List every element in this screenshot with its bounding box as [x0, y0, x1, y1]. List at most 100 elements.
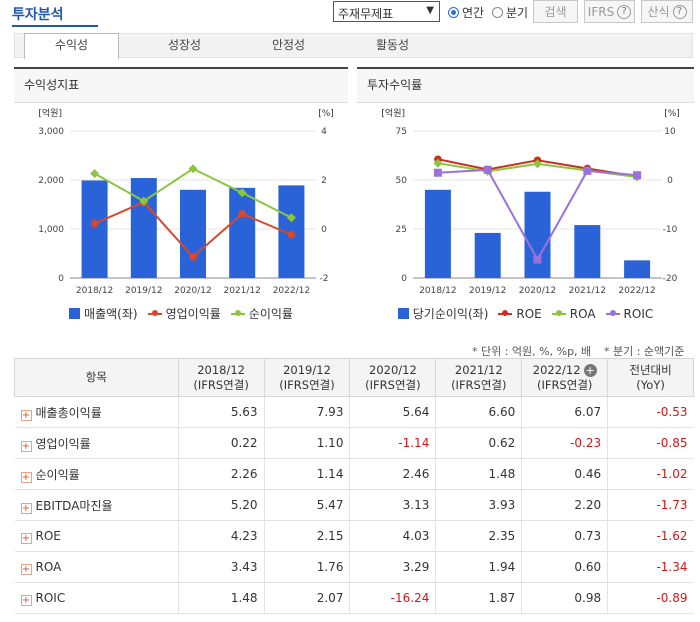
row-label[interactable]: + 매출총이익률 — [14, 396, 179, 428]
ifrs-help-button[interactable]: IFRS? — [584, 0, 635, 23]
row-label[interactable]: + ROE — [14, 520, 179, 552]
radio-quarter[interactable]: 분기 — [492, 4, 528, 21]
legend-item[interactable]: 영업이익률 — [147, 305, 221, 322]
x-tick-label: 2019/12 — [125, 286, 162, 296]
expand-icon[interactable]: + — [20, 532, 32, 544]
legend-swatch — [230, 308, 245, 319]
radio-annual-label: 연간 — [462, 6, 485, 20]
point-순이익률-2021/12[interactable] — [237, 188, 247, 198]
table-cell: -1.34 — [607, 551, 694, 583]
chart-legend: 당기순이익(좌) ROE ROA ROIC — [357, 305, 694, 322]
statement-type-select[interactable]: 주재무제표 ▼ — [333, 1, 440, 22]
left-axis-unit: [억원] — [381, 107, 405, 119]
table-cell: -1.14 — [349, 427, 437, 459]
bar-2022/12[interactable] — [624, 260, 651, 278]
legend-item[interactable]: ROE — [498, 305, 542, 322]
legend-label: 순이익률 — [248, 307, 293, 321]
left-axis-unit: [억원] — [38, 107, 62, 119]
bar-2020/12[interactable] — [180, 189, 206, 278]
point-순이익률-2022/12[interactable] — [286, 213, 296, 223]
legend-swatch — [397, 308, 409, 319]
formula-label: 산식 — [647, 5, 670, 19]
select-value: 주재무제표 — [338, 7, 394, 21]
table-cell: -0.89 — [607, 582, 694, 614]
legend-item[interactable]: ROIC — [605, 305, 653, 322]
legend-item[interactable]: 당기순이익(좌) — [397, 305, 488, 322]
point-ROIC-2018/12[interactable] — [433, 168, 442, 177]
table-cell: 3.93 — [435, 489, 523, 521]
legend-item[interactable]: ROA — [551, 305, 596, 322]
row-label[interactable]: + 순이익률 — [14, 458, 179, 490]
point-ROIC-2022/12[interactable] — [633, 171, 642, 180]
tab-growth[interactable]: 성장성 — [167, 38, 202, 52]
header-period: 2022/12 + (IFRS연결) — [521, 358, 609, 397]
profitability-table: 항목 2018/12 (IFRS연결) 2019/12 (IFRS연결) 2020/12(… — [14, 358, 694, 614]
radio-annual[interactable]: 연간 — [448, 4, 484, 21]
table-cell: 1.87 — [435, 582, 523, 614]
left-tick-label: 2,000 — [38, 176, 64, 186]
row-label[interactable]: + ROIC — [14, 582, 179, 614]
table-cell: 2.46 — [349, 458, 437, 490]
expand-icon[interactable]: + — [20, 502, 32, 514]
bar-2019/12[interactable] — [130, 178, 157, 278]
tab-stability[interactable]: 안정성 — [271, 38, 306, 52]
point-ROIC-2019/12[interactable] — [483, 165, 492, 174]
bar-2018/12[interactable] — [81, 180, 108, 278]
table-cell: 1.48 — [178, 582, 265, 614]
add-column-icon[interactable]: + — [583, 363, 597, 377]
left-tick-label: 0 — [58, 274, 64, 284]
point-영업이익률-2022/12[interactable] — [287, 230, 296, 239]
point-순이익률-2018/12[interactable] — [90, 169, 100, 179]
table-row: + ROIC 1.48 2.07 -16.24 1.87 0.98 -0.89 — [14, 582, 694, 614]
right-axis-unit: [%] — [664, 109, 680, 119]
bar-2021/12[interactable] — [229, 187, 256, 278]
point-ROA-2018/12[interactable] — [433, 158, 443, 168]
bar-2021/12[interactable] — [574, 225, 601, 278]
point-순이익률-2019/12[interactable] — [139, 196, 149, 206]
legend-item[interactable]: 순이익률 — [230, 305, 293, 322]
expand-icon[interactable]: + — [20, 409, 32, 421]
title-underline — [12, 25, 98, 27]
table-cell: 5.63 — [178, 396, 265, 428]
table-cell: 1.94 — [435, 551, 523, 583]
point-ROIC-2021/12[interactable] — [583, 166, 592, 175]
tab-profitability[interactable]: 수익성 — [24, 33, 119, 59]
table-cell: 1.48 — [435, 458, 523, 490]
left-tick-label: 1,000 — [38, 225, 64, 235]
row-label[interactable]: + EBITDA마진율 — [14, 489, 179, 521]
header-period: 2019/12 (IFRS연결) — [263, 358, 351, 397]
table-cell: 4.23 — [178, 520, 265, 552]
table-cell: 0.62 — [435, 427, 523, 459]
expand-icon[interactable]: + — [20, 594, 32, 606]
formula-help-button[interactable]: 산식? — [641, 0, 693, 23]
right-tick-label: 10 — [664, 127, 676, 137]
bar-2019/12[interactable] — [474, 232, 501, 278]
legend-swatch — [498, 308, 513, 319]
chart-legend: 매출액(좌) 영업이익률 순이익률 — [14, 305, 348, 322]
bar-2020/12[interactable] — [524, 191, 551, 278]
table-cell: 0.46 — [521, 458, 609, 490]
expand-icon[interactable]: + — [20, 563, 32, 575]
bar-2018/12[interactable] — [424, 189, 451, 278]
table-row: + 순이익률 2.26 1.14 2.46 1.48 0.46 -1.02 — [14, 458, 694, 490]
table-cell: -0.53 — [607, 396, 694, 428]
row-label[interactable]: + ROA — [14, 551, 179, 583]
legend-item[interactable]: 매출액(좌) — [69, 305, 138, 322]
point-영업이익률-2020/12[interactable] — [189, 253, 197, 261]
left-tick-label: 3,000 — [38, 127, 64, 137]
row-name: ROE — [35, 528, 61, 543]
expand-icon[interactable]: + — [20, 471, 32, 483]
expand-icon[interactable]: + — [20, 440, 32, 452]
legend-label: ROA — [569, 306, 596, 321]
tab-activity[interactable]: 활동성 — [375, 38, 410, 52]
point-영업이익률-2021/12[interactable] — [238, 210, 246, 218]
table-cell: 6.60 — [435, 396, 523, 428]
unit-note: * 단위 : 억원, %, %p, 배 — [472, 345, 592, 358]
point-영업이익률-2018/12[interactable] — [90, 219, 99, 228]
legend-label: 매출액(좌) — [84, 307, 138, 321]
profitability-chart: [억원] [%] 3,000 4 2,000 2 1,000 0 0 -2 2018/12 2019/… — [38, 107, 334, 296]
row-label[interactable]: + 영업이익률 — [14, 427, 179, 459]
point-ROIC-2020/12[interactable] — [533, 255, 542, 264]
search-button[interactable]: 검색 — [533, 0, 578, 23]
point-ROA-2020/12[interactable] — [533, 159, 542, 169]
